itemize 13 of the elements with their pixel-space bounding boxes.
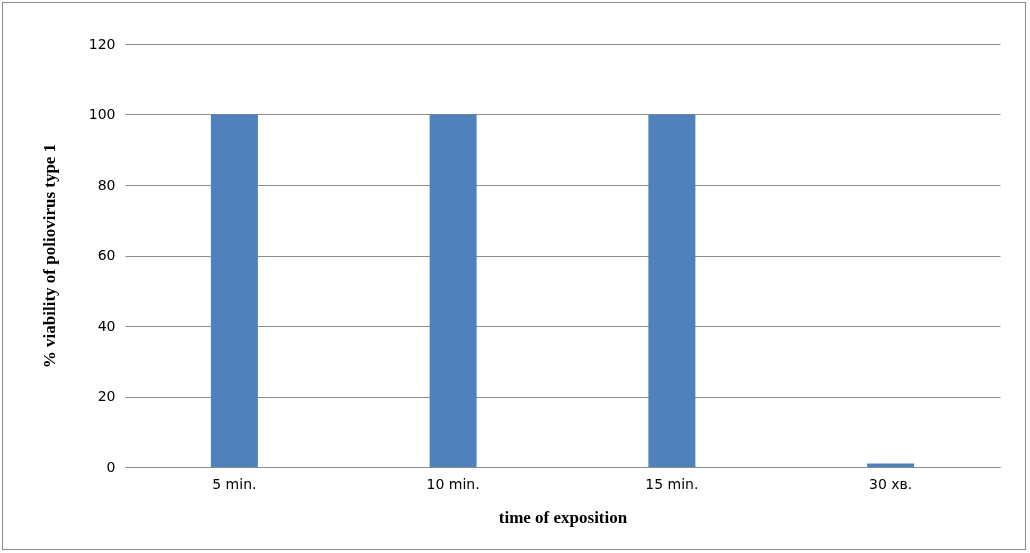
y-tick-label: 60 <box>97 247 116 263</box>
y-tick-label: 40 <box>97 317 116 334</box>
y-tick-label: 100 <box>88 106 116 122</box>
x-tick-label: 5 min. <box>212 475 257 492</box>
y-tick-label: 20 <box>97 388 116 404</box>
y-axis-title: % viability of poliovirus type 1 <box>39 143 59 369</box>
y-tick-label: 0 <box>106 458 116 475</box>
y-tick-label: 120 <box>88 35 116 52</box>
x-tick-label: 15 min. <box>645 475 699 492</box>
x-tick-label: 10 min. <box>426 475 480 492</box>
x-tick-label: 30 хв. <box>868 475 913 492</box>
x-axis-title: time of exposition <box>498 507 628 527</box>
y-tick-label: 80 <box>97 176 116 193</box>
